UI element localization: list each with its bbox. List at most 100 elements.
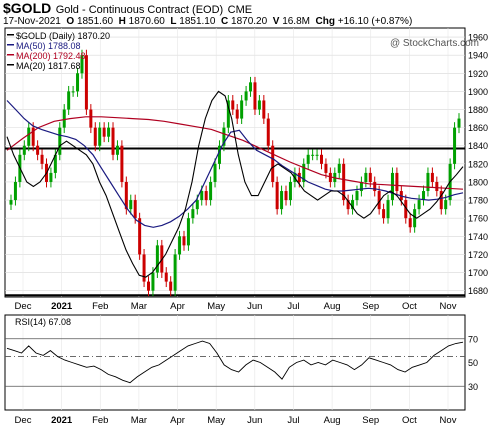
price-x-tick-label: Feb: [92, 301, 108, 312]
candle-body: [182, 236, 186, 246]
price-y-tick-label: 1820: [468, 159, 488, 169]
candle-body: [355, 191, 359, 201]
price-x-tick-label: Nov: [440, 301, 457, 312]
price-y-tick-label: 1900: [468, 87, 488, 97]
candle-body: [435, 181, 439, 192]
candle-body: [36, 145, 40, 155]
candle-body: [280, 191, 284, 210]
candle-body: [200, 191, 204, 201]
exchange: CME: [227, 4, 253, 16]
candle-body: [453, 127, 457, 164]
candle-body: [351, 200, 355, 210]
symbol: $GOLD: [3, 0, 52, 16]
candle-body: [390, 172, 394, 201]
candle-body: [204, 191, 208, 201]
price-y-tick-label: 1740: [468, 232, 488, 242]
low-value: 1851.10: [179, 16, 216, 27]
candle-body: [120, 145, 124, 182]
rsi-x-tick-label: Jul: [287, 415, 299, 426]
rsi-x-tick-label: Jun: [247, 415, 262, 426]
candle-body: [302, 163, 306, 182]
candle-body: [395, 172, 399, 192]
price-x-tick-label: Dec: [15, 301, 32, 312]
candle-body: [147, 281, 151, 291]
candle-body: [40, 154, 44, 164]
candle-body: [31, 127, 35, 146]
candle-body: [253, 82, 257, 110]
rsi-x-tick-label: Mar: [131, 415, 147, 426]
legend-swatch: [7, 44, 14, 46]
candle-body: [297, 172, 301, 182]
candle-body: [346, 200, 350, 210]
rsi-x-tick-label: Oct: [402, 415, 417, 426]
rsi-line: [6, 340, 464, 384]
volume-label: V: [272, 16, 280, 27]
price-y-tick-label: 1780: [468, 196, 488, 206]
change-label: Chg: [315, 16, 335, 27]
candle-body: [262, 100, 266, 119]
high-label: H: [118, 16, 126, 27]
candle-body: [266, 118, 270, 146]
ma20-line: [6, 90, 464, 278]
rsi-legend-label: RSI(14) 67.08: [15, 317, 71, 327]
candle-body: [417, 200, 421, 210]
candle-body: [426, 172, 430, 192]
chart-header-line1: $GOLD Gold - Continuous Contract (EOD) C…: [3, 0, 252, 18]
candle-body: [311, 154, 315, 156]
candle-body: [337, 163, 341, 173]
candle-body: [142, 254, 146, 282]
price-x-tick-label: Jun: [247, 301, 262, 312]
candle-body: [129, 200, 133, 210]
close-label: C: [221, 16, 229, 27]
price-panel: 1680 1700 1720 1740 1760 1780 1800 1820 1840 1860…: [4, 27, 488, 312]
candle-body: [62, 109, 66, 128]
rsi-y-tick-label: 70: [468, 334, 478, 344]
rsi-y-tick-label: 50: [468, 358, 478, 368]
price-y-tick-label: 1680: [468, 286, 488, 296]
rsi-panel: Dec 2021 Feb Mar Apr May Jun Jul Aug Sep Oct Nov 30 5…: [4, 314, 478, 426]
candle-body: [217, 145, 221, 164]
quote-line: 17-Nov-2021 O 1851.60 H 1870.60 L 1851.1…: [3, 16, 412, 27]
price-y-tick-label: 1700: [468, 268, 488, 278]
candle-body: [422, 191, 426, 201]
rsi-x-tick-label: Feb: [92, 415, 108, 426]
candle-body: [191, 209, 195, 219]
candle-body: [240, 100, 244, 119]
price-y-tick-label: 1860: [468, 123, 488, 133]
price-y-tick-label: 1920: [468, 69, 488, 79]
price-x-tick-label: 2021: [51, 301, 73, 312]
candle-body: [124, 181, 128, 210]
rsi-x-tick-label: Nov: [440, 415, 457, 426]
candle-body: [76, 73, 80, 92]
candle-body: [213, 163, 217, 182]
candle-body: [315, 154, 319, 156]
price-x-tick-label: May: [207, 301, 225, 312]
candle-body: [102, 127, 106, 137]
candle-body: [13, 181, 17, 201]
candle-body: [111, 127, 115, 155]
legend-entry: MA(50) 1788.08: [16, 41, 81, 51]
rsi-x-tick-label: Dec: [15, 415, 32, 426]
price-x-tick-label: Apr: [170, 301, 185, 312]
candle-body: [80, 55, 84, 74]
candle-body: [231, 100, 235, 110]
ma50-line: [6, 100, 464, 228]
candle-body: [457, 118, 461, 128]
candle-body: [22, 145, 26, 155]
candle-body: [430, 172, 434, 182]
candle-body: [164, 272, 168, 282]
legend-swatch: [7, 64, 14, 66]
candle-body: [249, 82, 253, 92]
candle-body: [178, 236, 182, 255]
legend-entry: MA(200) 1792.48: [16, 51, 86, 61]
rsi-y-tick-label: 30: [468, 382, 478, 392]
candle-body: [368, 172, 372, 182]
low-label: L: [170, 16, 177, 27]
candle-body: [444, 200, 448, 210]
price-x-tick-label: Sep: [362, 301, 379, 312]
price-y-tick-label: 1720: [468, 250, 488, 260]
candle-body: [209, 181, 213, 201]
quote-date: 17-Nov-2021: [3, 16, 61, 27]
price-y-tick-label: 1800: [468, 177, 488, 187]
